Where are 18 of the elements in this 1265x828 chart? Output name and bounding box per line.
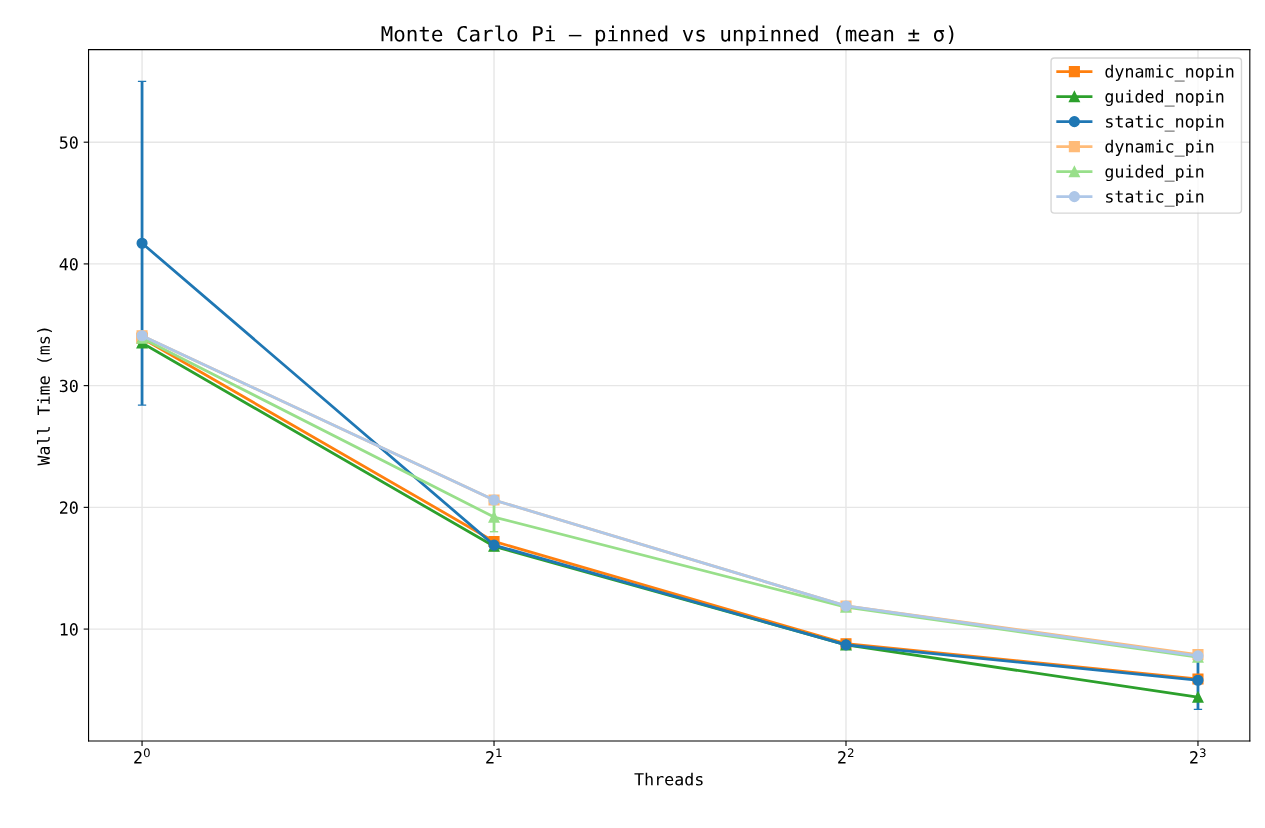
x-tick-label: 2$^{1}$ <box>486 748 502 764</box>
chart-title: Monte Carlo Pi — pinned vs unpinned (mean ± σ) <box>381 25 954 46</box>
y-tick-label: 10 <box>60 623 78 636</box>
y-tick-label: 20 <box>60 501 78 514</box>
legend-label: static_pin <box>1106 189 1204 207</box>
y-tick-label: 40 <box>59 257 78 271</box>
legend-label: guided_nopin <box>1105 89 1224 107</box>
x-tick-label: 2$^{2}$ <box>838 748 854 764</box>
y-tick-label: 30 <box>59 379 78 393</box>
legend-label: guided_pin <box>1105 164 1204 182</box>
x-axis-title: Threads <box>634 772 703 786</box>
y-axis-title: Wall Time (ms) <box>36 328 52 466</box>
y-tick-label: 50 <box>59 136 78 149</box>
legend-label: dynamic_pin <box>1105 139 1214 157</box>
legend-label: dynamic_nopin <box>1105 64 1234 82</box>
x-tick-label: 2$^{3}$ <box>1190 748 1206 764</box>
legend-label: static_nopin <box>1106 114 1224 132</box>
x-tick-label: 2$^{0}$ <box>134 748 150 764</box>
